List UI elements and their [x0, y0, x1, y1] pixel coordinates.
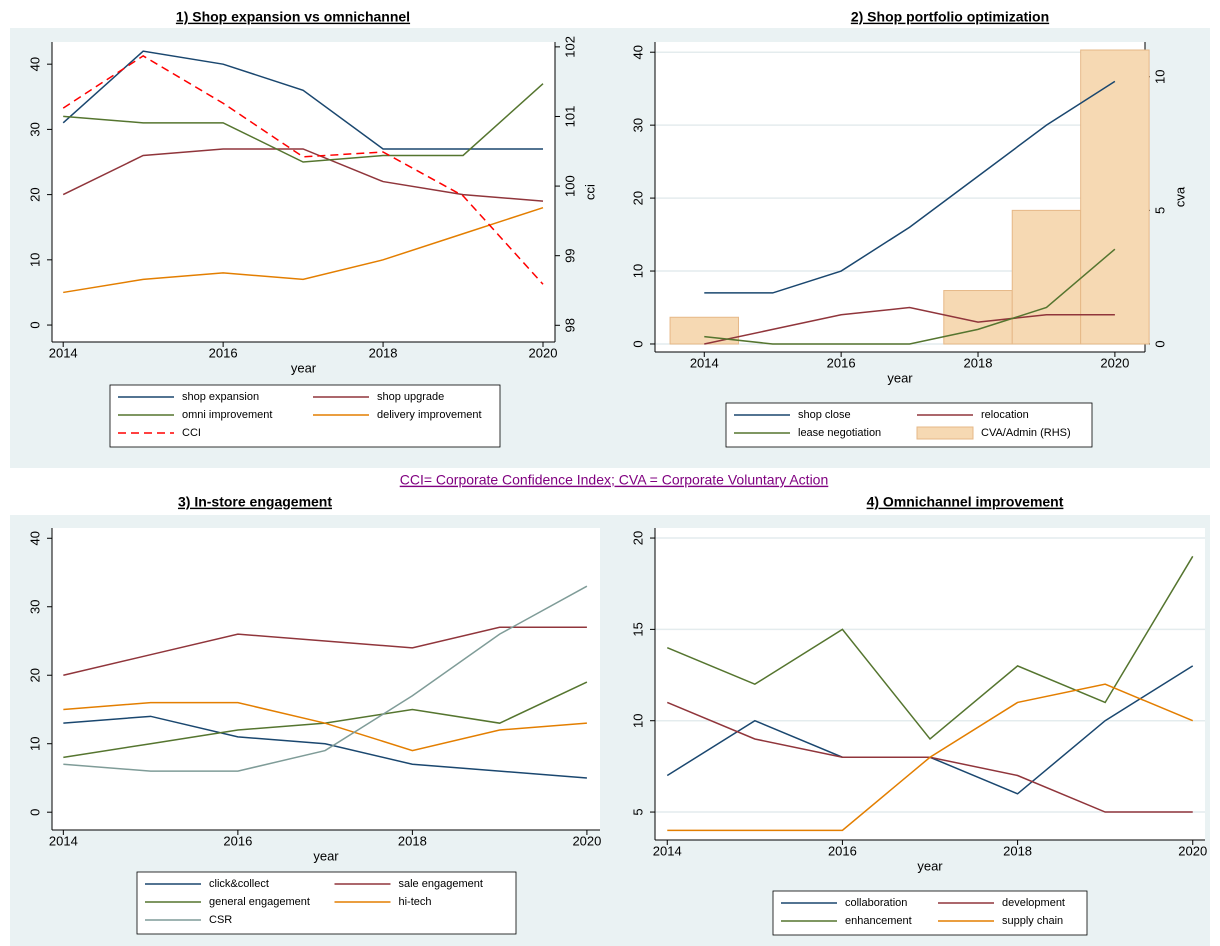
x-tick-label: 2014 [49, 833, 78, 848]
legend-label: CSR [209, 914, 232, 926]
y-tick-label: 5 [630, 808, 645, 815]
x-tick-label: 2016 [828, 843, 857, 858]
y2-tick-label: 98 [562, 318, 577, 332]
caption: CCI= Corporate Confidence Index; CVA = C… [400, 472, 829, 488]
x-axis-label: year [887, 370, 913, 385]
x-tick-label: 2014 [653, 843, 682, 858]
legend-label: omni improvement [182, 409, 272, 421]
chart-title: 2) Shop portfolio optimization [851, 9, 1049, 25]
chart-title: 4) Omnichannel improvement [867, 494, 1064, 510]
bar [1080, 49, 1150, 345]
legend-label: click&collect [209, 878, 269, 890]
y-tick-label: 20 [27, 187, 42, 201]
y2-tick-label: 100 [562, 175, 577, 197]
y-tick-label: 10 [27, 253, 42, 267]
y-tick-label: 20 [630, 531, 645, 545]
y-tick-label: 30 [27, 122, 42, 136]
x-tick-label: 2016 [209, 345, 238, 360]
plot-area [52, 42, 555, 342]
series-line [62, 148, 544, 202]
legend [772, 890, 1088, 936]
series-line [63, 626, 587, 676]
y2-tick-label: 5 [1152, 207, 1167, 214]
x-tick-label: 2018 [1003, 843, 1032, 858]
y-tick-label: 40 [27, 57, 42, 71]
y-tick-label: 40 [630, 45, 645, 59]
x-axis-label: year [917, 858, 943, 873]
y2-tick-label: 102 [562, 36, 577, 58]
legend-label: enhancement [845, 915, 912, 927]
plot-area [52, 528, 600, 830]
series-line [62, 50, 544, 150]
legend-label: general engagement [209, 896, 310, 908]
legend-label: hi-tech [399, 896, 432, 908]
series-line [666, 555, 1194, 741]
series-line [704, 306, 1115, 345]
legend-label: lease negotiation [798, 427, 881, 439]
x-tick-label: 2016 [223, 833, 252, 848]
x-tick-label: 2018 [369, 345, 398, 360]
y-tick-label: 0 [27, 321, 42, 328]
legend-label: development [1002, 897, 1065, 909]
x-tick-label: 2020 [1100, 355, 1129, 370]
series-line [63, 206, 544, 294]
y-tick-label: 10 [27, 736, 42, 750]
legend [725, 402, 1093, 448]
y-tick-label: 30 [630, 118, 645, 132]
chart-title: 3) In-store engagement [178, 494, 332, 510]
bar [1011, 209, 1082, 345]
x-tick-label: 2020 [1178, 843, 1207, 858]
y-tick-label: 30 [27, 600, 42, 614]
x-tick-label: 2014 [690, 355, 719, 370]
legend [109, 384, 501, 448]
y-tick-label: 10 [630, 713, 645, 727]
y-tick-label: 0 [630, 340, 645, 347]
series-line [63, 83, 544, 163]
y2-tick-label: 101 [562, 106, 577, 128]
x-tick-label: 2020 [529, 345, 558, 360]
chart-title: 1) Shop expansion vs omnichannel [176, 9, 410, 25]
legend [136, 871, 517, 935]
y2-axis-label: cci [582, 184, 597, 200]
y-tick-label: 20 [27, 668, 42, 682]
legend-swatch [916, 426, 974, 440]
plot-area [655, 528, 1205, 840]
series-line [704, 80, 1116, 294]
y-tick-label: 40 [27, 531, 42, 545]
legend-label: delivery improvement [377, 409, 482, 421]
legend-label: supply chain [1002, 915, 1063, 927]
series-line [62, 55, 544, 285]
x-tick-label: 2014 [49, 345, 78, 360]
x-tick-label: 2018 [964, 355, 993, 370]
legend-label: collaboration [845, 897, 907, 909]
y2-tick-label: 99 [562, 248, 577, 262]
y2-tick-label: 10 [1152, 70, 1167, 84]
legend-label: CCI [182, 427, 201, 439]
y2-tick-label: 0 [1152, 340, 1167, 347]
legend-label: shop upgrade [377, 391, 444, 403]
y-tick-label: 10 [630, 264, 645, 278]
series-line [63, 715, 587, 779]
legend-label: CVA/Admin (RHS) [981, 427, 1071, 439]
x-tick-label: 2018 [398, 833, 427, 848]
series-line [667, 683, 1194, 832]
legend-label: shop close [798, 409, 851, 421]
series-line [63, 585, 588, 772]
series-line [63, 701, 587, 752]
series-line [704, 248, 1116, 345]
y2-axis-label: cva [1172, 186, 1187, 207]
x-tick-label: 2016 [827, 355, 856, 370]
x-axis-label: year [313, 848, 339, 863]
legend-label: sale engagement [399, 878, 483, 890]
legend-label: relocation [981, 409, 1029, 421]
legend-label: shop expansion [182, 391, 259, 403]
x-axis-label: year [291, 360, 317, 375]
y-tick-label: 0 [27, 809, 42, 816]
y-tick-label: 15 [630, 622, 645, 636]
y-tick-label: 20 [630, 191, 645, 205]
x-tick-label: 2020 [572, 833, 601, 848]
